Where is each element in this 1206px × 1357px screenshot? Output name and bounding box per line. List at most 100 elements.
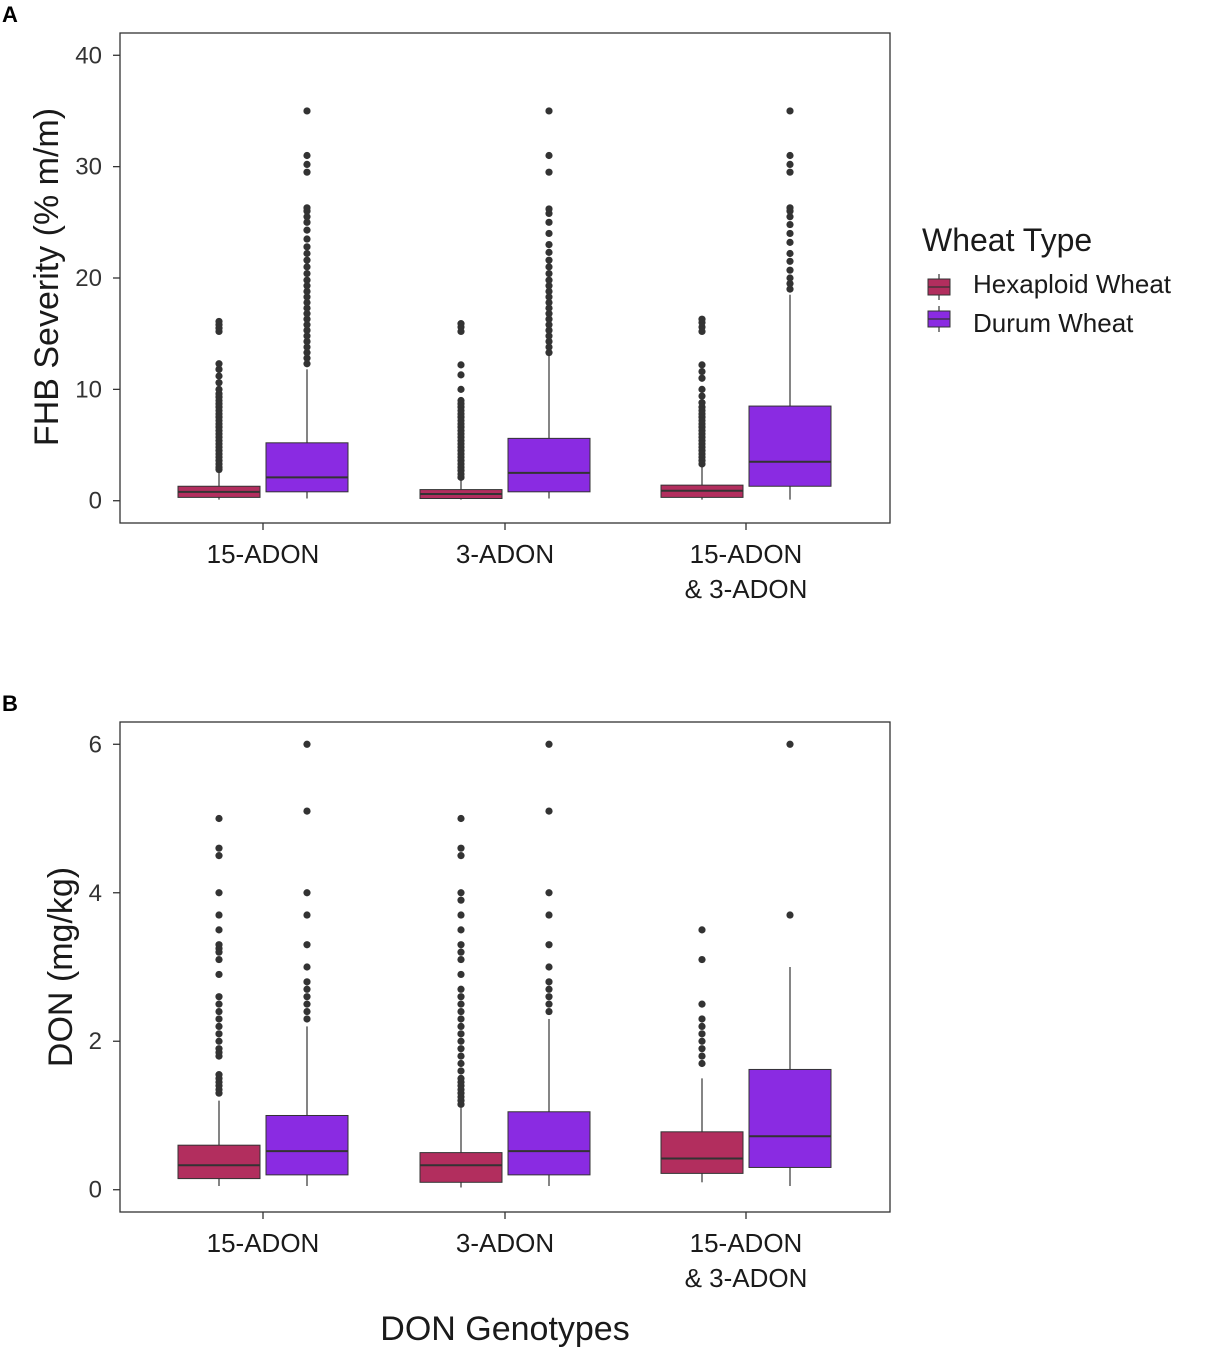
panel-a-ytick-label: 20 [75,265,102,292]
panel-a-durum-outlier [303,151,311,160]
panel-a-ytick-label: 40 [75,42,102,69]
panel-b-durum-outlier [545,807,553,815]
panel-a-durum-outlier [545,276,553,284]
panel-b-hexaploid-outlier [215,889,223,897]
panel-a-durum-outlier [303,332,311,340]
panel-a-durum-outlier [303,213,311,221]
panel-a-durum-outlier [545,205,553,213]
panel-b-hexaploid-outlier [698,1052,706,1060]
panel-a-durum-outlier [545,151,553,160]
panel-a-hexaploid-outlier [457,396,465,405]
panel-b-durum-outlier [786,911,794,919]
panel-a-durum-outlier [303,293,311,301]
panel-b-hexaploid-outlier [457,1067,465,1075]
panel-b-hexaploid-outlier [215,941,223,949]
panel-b-hexaploid-outlier [457,941,465,949]
panel-a-hexaploid-outlier [215,379,223,387]
panel-b-hexaploid-outlier [215,955,223,964]
panel-a-hexaploid-outlier [698,315,706,323]
panel-a-durum-outlier [545,332,553,340]
panel-a-durum-outlier [303,321,311,329]
panel-a-hexaploid-outlier [698,392,706,400]
panel-a-durum-outlier [303,298,311,307]
x-axis-title: DON Genotypes [380,1310,629,1348]
panel-a-ylabel: FHB Severity (% m/m) [28,108,66,446]
panel-a-ytick-label: 30 [75,154,102,181]
panel-a-hexaploid-outlier [457,320,465,328]
panel-a-durum-outlier [303,287,311,295]
panel-b-category-label: & 3-ADON [685,1263,808,1293]
panel-b-ylabel: DON (mg/kg) [42,867,80,1067]
panel-a-durum-outlier [303,263,311,271]
panel-b-hexaploid-outlier [215,852,223,860]
panel-a-durum-outlier [303,304,311,312]
panel-a-durum-outlier [545,337,553,346]
panel-a-hexaploid-outlier [457,385,465,393]
legend: Wheat Type Hexaploid Wheat Durum Wheat [922,222,1172,338]
panel-b-durum-outlier [303,985,311,993]
panel-a-durum-outlier [786,274,794,282]
panel-b-hexaploid-outlier [215,814,223,823]
panel-b-hexaploid-outlier [215,970,223,979]
panel-b-ytick-label: 4 [89,880,102,907]
panel-b-hexaploid-outlier [457,1030,465,1038]
panel-b-hexaploid-outlier [215,844,223,852]
panel-b-hexaploid-outlier [215,1007,223,1016]
panel-b-hexaploid-outlier [698,1015,706,1023]
panel-a-durum-outlier [786,249,794,258]
panel-a-durum-outlier [303,107,311,115]
panel-a-durum-outlier [545,343,553,351]
panel-a-hexaploid-outlier [215,317,223,326]
panel-b-hexaploid-box [419,1152,503,1183]
panel-a-durum-outlier [545,256,553,264]
panel-a-hexaploid-outlier [457,371,465,379]
panel-b-hexaploid-outlier [457,1015,465,1023]
panel-b-durum-outlier [545,993,553,1001]
panel-a-durum-outlier [786,257,794,265]
panel-a-category-label: 15-ADON [690,539,803,569]
legend-title: Wheat Type [922,222,1092,258]
panel-b-durum-outlier [303,1015,311,1023]
panel-a-durum-outlier [545,168,553,176]
panel-a-durum-outlier [303,204,311,212]
panel-a-durum-box [507,437,591,493]
panel-a-durum-outlier [545,248,553,256]
panel-a-durum-outlier [786,229,794,238]
panel-a-durum-outlier [545,282,553,290]
panel-b-hexaploid-outlier [215,1015,223,1023]
panel-b-hexaploid-outlier [698,955,706,964]
panel-a-hexaploid-outlier [457,361,465,369]
panel-a-durum-outlier [545,269,553,278]
panel-b-durum-box [265,1114,349,1176]
panel-b-hexaploid-outlier [698,1045,706,1053]
panel-b-hexaploid-outlier [698,1037,706,1045]
panel-b-durum-outlier [303,807,311,815]
panel-a-durum-outlier [303,243,311,251]
panel-b-durum-outlier [303,911,311,919]
panel-a-durum-outlier [545,304,553,312]
panel-a-hexaploid-outlier [698,367,706,376]
panel-a-ytick-label: 10 [75,376,102,403]
panel-a-durum-outlier [786,168,794,176]
panel-b-hexaploid-outlier [457,889,465,897]
panel-b-hexaploid-outlier [698,1059,706,1068]
panel-a-durum-outlier [545,349,553,357]
panel-b-ytick-label: 0 [89,1177,102,1204]
panel-b-hexaploid-outlier [215,911,223,919]
panel-a-durum-outlier [303,360,311,368]
panel-a-durum-outlier [545,321,553,329]
panel-a-durum-outlier [303,343,311,351]
panel-a-durum-outlier [545,107,553,115]
panel-b-hexaploid-outlier [215,1030,223,1038]
panel-a-durum-outlier [303,354,311,362]
panel-a-durum-outlier [786,266,794,274]
panel-b-durum-outlier [545,978,553,986]
panel-b-hexaploid-outlier [457,926,465,934]
panel-b-durum-outlier [545,740,553,748]
panel-a-durum-outlier [786,204,794,212]
panel-b-durum-outlier [786,740,794,748]
panel-a-durum-outlier [545,326,553,334]
panel-b-hexaploid-box [660,1131,744,1174]
panel-b-durum-outlier [303,963,311,971]
panel-b-durum-outlier [545,889,553,897]
